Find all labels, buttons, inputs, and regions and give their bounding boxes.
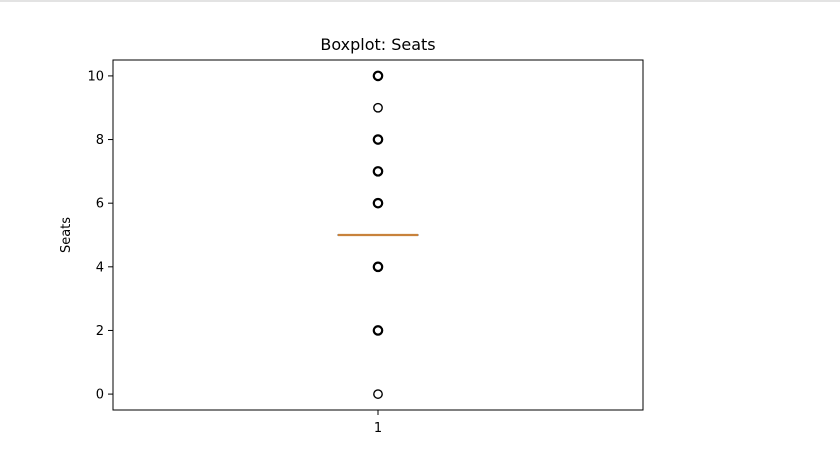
outlier-points [372, 70, 384, 399]
y-axis-label: Seats [59, 217, 74, 253]
outlier-point [372, 70, 384, 82]
outlier-point [372, 197, 384, 209]
outlier-point [372, 134, 384, 145]
x-axis-ticks: 1 [374, 410, 382, 436]
y-axis-ticks: 0 2 4 6 8 10 [87, 69, 113, 403]
chart-title: Boxplot: Seats [320, 35, 435, 54]
y-tick-label: 4 [96, 260, 104, 275]
outlier-point [372, 166, 384, 177]
y-tick-label: 0 [96, 388, 104, 403]
outlier-point [373, 389, 383, 399]
outlier-point [373, 102, 383, 113]
y-tick-label: 8 [96, 133, 104, 148]
y-tick-label: 6 [96, 197, 104, 212]
y-tick-label: 10 [87, 69, 104, 84]
x-tick-label: 1 [374, 421, 382, 436]
outlier-point [372, 261, 384, 273]
outlier-point [372, 325, 384, 336]
y-tick-label: 2 [96, 324, 104, 339]
page-top-divider [0, 0, 840, 2]
